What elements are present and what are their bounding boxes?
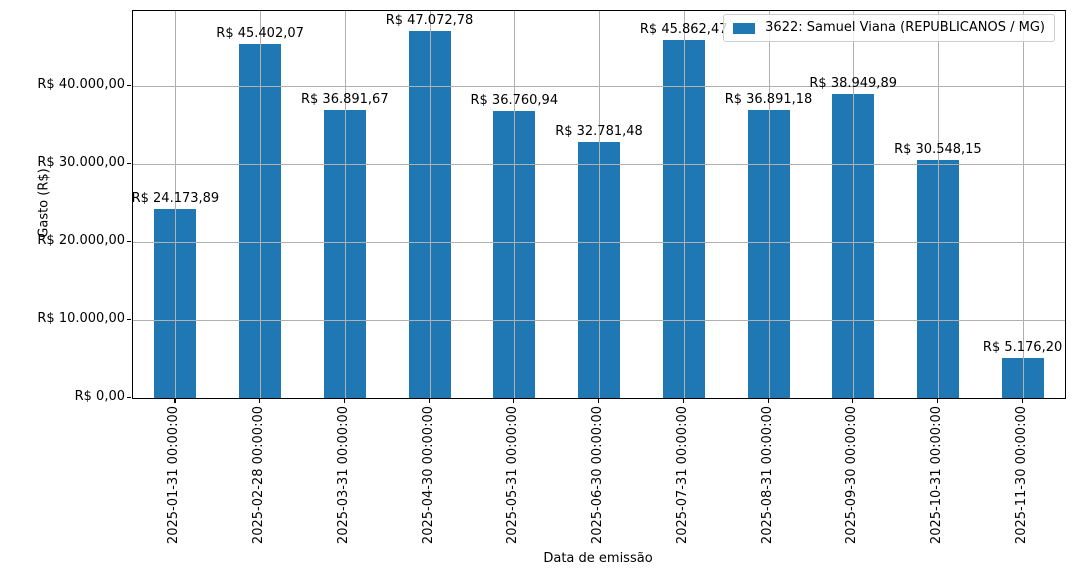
legend-label: 3622: Samuel Viana (REPUBLICANOS / MG) [765,20,1045,35]
bar-value-label: R$ 36.891,18 [724,92,813,108]
x-tick-label: 2025-01-31 00:00:00 [166,406,182,545]
gridline-v [344,11,346,398]
gridline-v [1022,11,1024,398]
gridline-h [133,320,1065,321]
gridline-v [599,11,600,398]
bar-value-label: R$ 36.760,94 [470,93,559,109]
x-tick-mark [343,399,345,403]
x-tick-label: 2025-07-31 00:00:00 [674,406,690,545]
x-tick-label: 2025-05-31 00:00:00 [505,406,521,545]
y-tick-label: R$ 0,00 [74,389,125,404]
x-tick-mark [682,399,684,403]
x-tick-label: 2025-10-31 00:00:00 [928,406,944,545]
bar-value-label: R$ 36.891,67 [300,92,389,108]
x-tick-label: 2025-11-30 00:00:00 [1013,406,1029,545]
gridline-h [133,242,1065,243]
x-tick-label: 2025-04-30 00:00:00 [420,406,436,545]
y-tick-mark [127,85,131,87]
y-tick-mark [127,163,131,165]
bar-value-label: R$ 45.862,47 [639,22,728,38]
gridline-v [683,11,685,398]
y-tick-mark [127,319,131,321]
y-tick-label: R$ 10.000,00 [37,311,125,326]
bar-value-label: R$ 45.402,07 [216,25,304,41]
gridline-h [133,86,1065,87]
y-tick-label: R$ 20.000,00 [37,233,125,248]
x-axis-title: Data de emissão [543,551,653,566]
x-tick-label: 2025-09-30 00:00:00 [844,406,860,545]
x-tick-mark [513,399,515,403]
y-tick-label: R$ 30.000,00 [37,155,125,170]
x-tick-mark [852,399,854,403]
x-tick-label: 2025-08-31 00:00:00 [759,406,775,545]
x-tick-mark [767,399,769,403]
x-tick-mark [1021,399,1023,403]
bar-value-label: R$ 47.072,78 [385,12,474,28]
x-tick-mark [936,399,939,403]
bar-value-label: R$ 32.781,48 [555,124,643,140]
plot-area: 3622: Samuel Viana (REPUBLICANOS / MG) R… [132,10,1066,399]
gridline-v [937,11,939,398]
y-tick-mark [127,241,131,243]
gridline-h [133,164,1065,165]
gridline-v [429,11,431,398]
y-tick-label: R$ 40.000,00 [37,77,125,92]
bar-value-label: R$ 38.949,89 [809,76,897,92]
x-tick-label: 2025-02-28 00:00:00 [251,406,267,545]
bar-value-label: R$ 24.173,89 [131,191,220,207]
x-tick-mark [428,399,430,403]
x-tick-label: 2025-03-31 00:00:00 [335,406,351,545]
gridline-v [260,11,262,398]
legend: 3622: Samuel Viana (REPUBLICANOS / MG) [723,14,1055,42]
gridline-v [853,11,855,398]
x-tick-mark [174,399,176,403]
y-axis-title: Gasto (R$) [36,168,52,238]
x-tick-mark [259,399,261,403]
x-tick-mark [598,399,600,403]
bar-value-label: R$ 30.548,15 [894,141,982,157]
bar-value-label: R$ 5.176,20 [982,339,1063,355]
legend-swatch-icon [733,22,756,34]
gridline-v [514,11,516,398]
gridline-v [768,11,770,398]
y-tick-mark [127,397,131,399]
x-tick-label: 2025-06-30 00:00:00 [590,406,605,545]
gridline-v [175,11,177,398]
